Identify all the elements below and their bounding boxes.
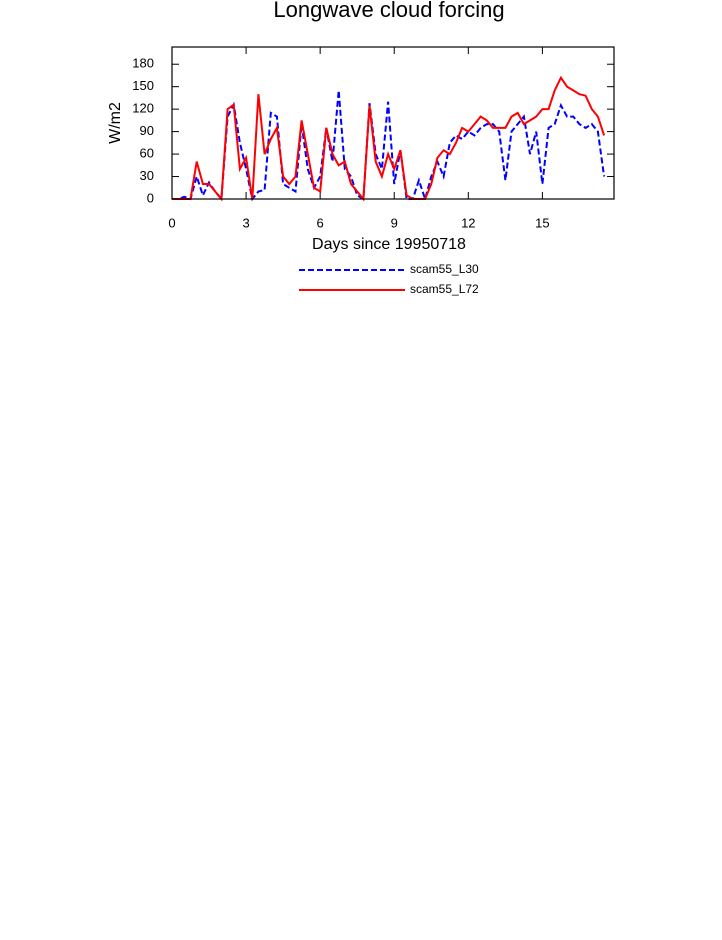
plot-frame	[171, 46, 615, 200]
x-tick-label: 0	[168, 215, 175, 230]
y-tick-label: 150	[132, 78, 154, 93]
x-axis-label: Days since 19950718	[312, 236, 466, 253]
y-tick-label: 120	[132, 101, 154, 116]
data-line	[172, 90, 606, 203]
chart-title: Longwave cloud forcing	[273, 0, 504, 22]
y-tick-label: 90	[140, 123, 154, 138]
x-tick-label: 12	[461, 215, 475, 230]
y-axis-label: W/m2	[107, 102, 124, 144]
legend-label: scam55_L30	[410, 262, 479, 276]
legend-label: scam55_L72	[410, 282, 479, 296]
x-tick-label: 6	[317, 215, 324, 230]
x-tick-label: 9	[391, 215, 398, 230]
x-tick-label: 15	[535, 215, 549, 230]
y-tick-label: 0	[147, 190, 154, 205]
data-line	[172, 75, 606, 202]
y-tick-label: 30	[140, 168, 154, 183]
y-tick-label: 180	[132, 56, 154, 71]
y-tick-label: 60	[140, 146, 154, 161]
x-tick-label: 3	[242, 215, 249, 230]
